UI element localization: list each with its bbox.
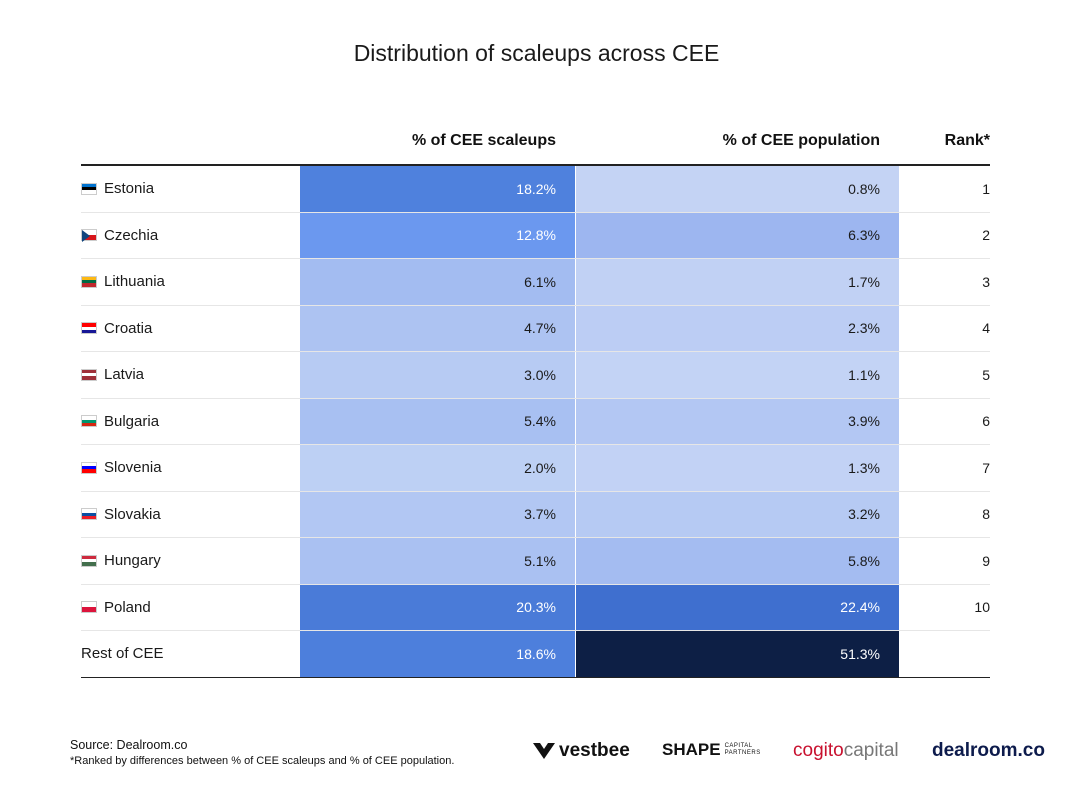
country-name: Czechia <box>104 226 159 244</box>
table-row: Slovenia 2.0% 1.3% 7 <box>81 445 990 492</box>
flag-icon <box>81 461 97 474</box>
scaleups-value: 4.7% <box>300 305 575 351</box>
chart-title: Distribution of scaleups across CEE <box>353 40 720 66</box>
scaleups-value: 3.7% <box>300 491 575 537</box>
country-name: Rest of CEE <box>81 645 164 663</box>
header-scaleups: % of CEE scaleups <box>411 132 556 149</box>
table-row: Croatia 4.7% 2.3% 4 <box>81 305 990 352</box>
population-value: 51.3% <box>576 631 899 677</box>
scaleups-value: 2.0% <box>300 445 575 491</box>
country-name: Croatia <box>104 319 153 337</box>
flag-icon <box>81 508 97 521</box>
shape-logo-sub1: CAPITAL <box>724 743 753 749</box>
footer-note: *Ranked by differences between % of CEE … <box>70 755 455 767</box>
rank-value: 7 <box>982 459 990 476</box>
country-cell: Poland <box>81 585 151 631</box>
rank-value <box>900 631 990 677</box>
cogito-logo-text-b: capital <box>843 740 899 761</box>
table-row: Lithuania 6.1% 1.7% 3 <box>81 259 990 306</box>
country-cell: Czechia <box>81 213 158 259</box>
country-name: Bulgaria <box>104 412 160 430</box>
vestbee-logo: vestbee <box>533 740 630 762</box>
header-rank: Rank* <box>944 132 990 149</box>
table-row: Hungary 5.1% 5.8% 9 <box>81 538 990 585</box>
rank-value: 9 <box>982 552 990 569</box>
rank-value: 5 <box>982 366 990 383</box>
flag-icon <box>81 554 97 567</box>
country-cell: Croatia <box>81 306 152 352</box>
scaleups-value: 5.4% <box>300 398 575 444</box>
rank-value: 2 <box>982 227 990 244</box>
country-cell: Estonia <box>81 166 154 212</box>
rank-value: 4 <box>982 320 990 337</box>
population-value: 1.7% <box>576 259 899 305</box>
scaleups-value: 18.6% <box>300 631 575 677</box>
population-value: 6.3% <box>576 212 899 258</box>
country-name: Poland <box>104 598 151 616</box>
data-table: Estonia 18.2% 0.8% 1 Czechia 12.8% 6.3% 2 Lithua… <box>81 166 990 678</box>
country-cell: Latvia <box>81 352 144 398</box>
dealroom-logo: dealroom.co <box>932 740 1045 761</box>
header-divider <box>81 164 990 166</box>
rank-value: 10 <box>974 599 990 616</box>
vestbee-mark-icon <box>533 743 555 759</box>
flag-icon <box>81 182 97 195</box>
rank-value: 3 <box>982 273 990 290</box>
table-row: Czechia 12.8% 6.3% 2 <box>81 212 990 259</box>
flag-icon <box>81 415 97 428</box>
flag-icon <box>81 322 97 335</box>
country-name: Lithuania <box>104 273 165 291</box>
country-cell: Slovakia <box>81 492 161 538</box>
country-name: Latvia <box>104 366 145 384</box>
population-value: 1.3% <box>576 445 899 491</box>
scaleups-value: 18.2% <box>300 166 575 212</box>
country-cell: Hungary <box>81 538 161 584</box>
flag-icon <box>81 275 97 288</box>
table-row: Slovakia 3.7% 3.2% 8 <box>81 491 990 538</box>
table-row: Rest of CEE 18.6% 51.3% <box>81 631 990 678</box>
footer-source: Source: Dealroom.co <box>70 738 188 752</box>
scaleups-value: 12.8% <box>300 212 575 258</box>
rank-value: 1 <box>982 180 990 197</box>
rank-value: 6 <box>982 413 990 430</box>
scaleups-value: 6.1% <box>300 259 575 305</box>
population-value: 5.8% <box>576 538 899 584</box>
cogito-logo: cogitocapital <box>793 740 899 762</box>
shape-logo-sub: CAPITAL PARTNERS <box>725 743 761 757</box>
country-cell: Bulgaria <box>81 399 159 445</box>
population-value: 1.1% <box>576 352 899 398</box>
population-value: 2.3% <box>576 305 899 351</box>
table-row: Estonia 18.2% 0.8% 1 <box>81 166 990 213</box>
scaleups-value: 5.1% <box>300 538 575 584</box>
country-cell: Lithuania <box>81 259 165 305</box>
shape-logo-sub2: PARTNERS <box>724 750 761 756</box>
table-row: Bulgaria 5.4% 3.9% 6 <box>81 398 990 445</box>
population-value: 22.4% <box>576 584 899 630</box>
flag-icon <box>81 601 97 614</box>
cogito-logo-text-a: cogito <box>793 740 844 761</box>
table-row: Latvia 3.0% 1.1% 5 <box>81 352 990 399</box>
table-row: Poland 20.3% 22.4% 10 <box>81 584 990 631</box>
population-value: 0.8% <box>576 166 899 212</box>
country-name: Hungary <box>104 552 161 570</box>
scaleups-value: 3.0% <box>300 352 575 398</box>
flag-icon <box>81 229 97 243</box>
shape-logo-text: SHAPE <box>662 740 721 759</box>
population-value: 3.9% <box>576 398 899 444</box>
country-name: Slovakia <box>104 505 161 523</box>
header-population: % of CEE population <box>722 132 880 149</box>
scaleups-value: 20.3% <box>300 584 575 630</box>
country-name: Estonia <box>104 180 155 198</box>
rank-value: 8 <box>982 506 990 523</box>
country-cell: Rest of CEE <box>81 631 164 677</box>
country-name: Slovenia <box>104 459 162 477</box>
shape-logo: SHAPE CAPITAL PARTNERS <box>662 740 761 760</box>
country-cell: Slovenia <box>81 445 162 491</box>
vestbee-logo-text: vestbee <box>559 740 630 761</box>
flag-icon <box>81 368 97 381</box>
population-value: 3.2% <box>576 491 899 537</box>
